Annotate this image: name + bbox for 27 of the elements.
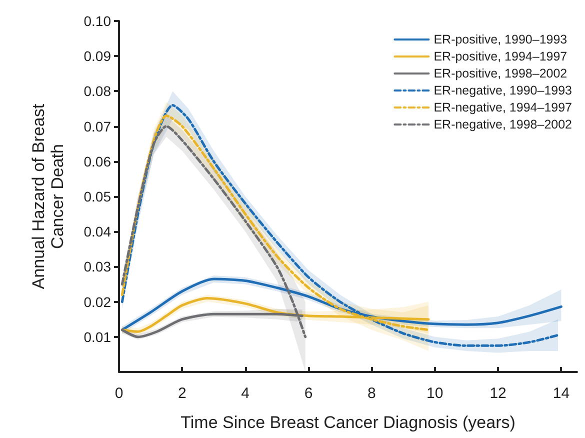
legend-label: ER-positive, 1990–1993 <box>434 32 568 46</box>
y-tick-label: 0.02 <box>84 294 112 310</box>
y-tick-label: 0.08 <box>84 83 112 100</box>
y-tick-label: 0.03 <box>84 258 112 275</box>
x-tick-label: 6 <box>304 385 313 402</box>
legend-label: ER-positive, 1998–2002 <box>434 66 568 80</box>
x-tick-label: 10 <box>426 385 444 402</box>
y-tick-label: 0.06 <box>84 153 112 170</box>
x-tick-label: 0 <box>114 385 124 402</box>
x-tick-label: 2 <box>178 385 186 402</box>
x-tick-label: 12 <box>490 385 506 402</box>
y-tick-label: 0.04 <box>84 224 112 240</box>
y-tick-label: 0.10 <box>84 13 112 29</box>
line-series <box>120 125 307 338</box>
x-tick-label: 8 <box>368 385 376 402</box>
y-tick-label: 0.07 <box>84 118 112 134</box>
y-axis-title: Annual Hazard of Breast Cancer Death <box>29 104 67 290</box>
y-tick-label: 0.05 <box>84 188 112 204</box>
legend-label: ER-negative, 1990–1993 <box>434 84 572 98</box>
legend-label: ER-negative, 1998–2002 <box>434 118 572 132</box>
x-tick-label: 14 <box>552 385 570 402</box>
y-tick-label: 0.09 <box>84 48 112 64</box>
y-tick-label: 0.01 <box>84 328 112 345</box>
x-axis-title: Time Since Breast Cancer Diagnosis (years) <box>180 413 516 432</box>
legend-label: ER-negative, 1994–1997 <box>434 100 572 114</box>
x-tick-label: 4 <box>241 385 250 402</box>
legend-label: ER-positive, 1994–1997 <box>434 50 568 64</box>
